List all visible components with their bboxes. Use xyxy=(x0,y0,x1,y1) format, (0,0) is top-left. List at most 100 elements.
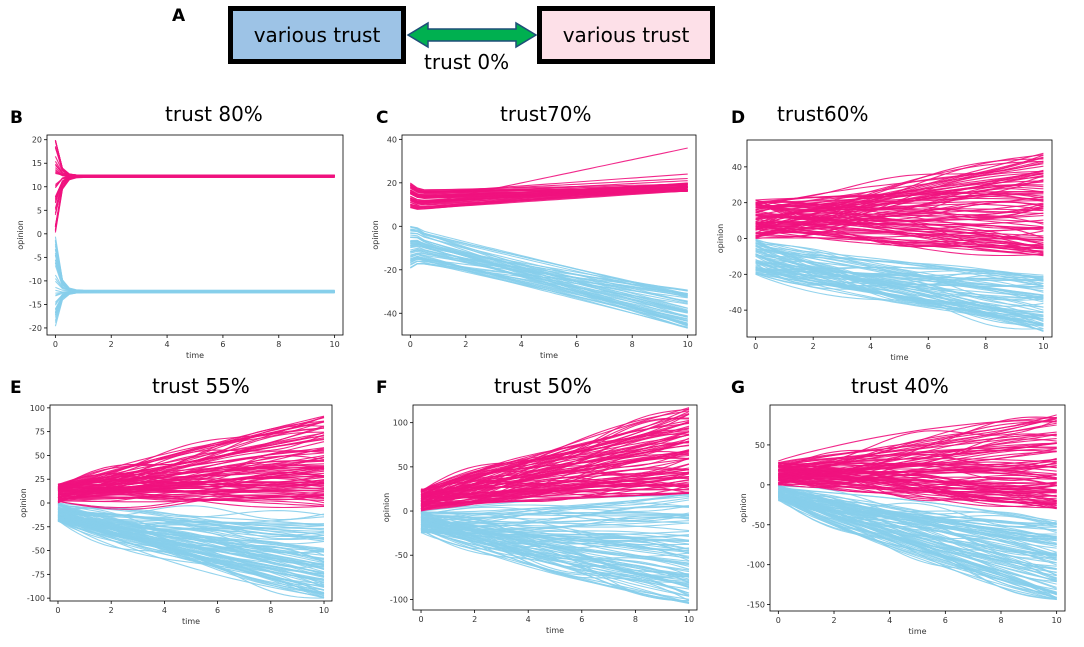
series-line xyxy=(57,516,325,595)
series-line xyxy=(778,476,1057,505)
series-line xyxy=(409,183,688,191)
series-line xyxy=(421,463,690,498)
panel-e-title: trust 55% xyxy=(152,374,250,398)
series-line xyxy=(755,240,1044,293)
y-tick-label: 0 xyxy=(737,235,742,244)
y-tick-label: -40 xyxy=(729,306,742,315)
y-tick-label: 20 xyxy=(32,136,42,145)
series-line xyxy=(57,415,325,492)
double-arrow-icon xyxy=(406,21,538,49)
series-line xyxy=(54,175,335,216)
series-line xyxy=(54,176,335,214)
series-line xyxy=(57,427,325,488)
series-line xyxy=(778,490,1057,527)
series-line xyxy=(54,291,335,310)
y-tick-label: 0 xyxy=(37,230,42,239)
series-line xyxy=(420,491,690,510)
series-line xyxy=(755,268,1044,278)
series-line xyxy=(755,193,1044,221)
series-line xyxy=(420,515,690,562)
y-tick-label: -75 xyxy=(32,570,45,579)
series-line xyxy=(778,494,1057,526)
x-tick-label: 0 xyxy=(55,606,60,615)
x-tick-label: 8 xyxy=(998,616,1003,625)
x-tick-label: 2 xyxy=(109,606,114,615)
series-line xyxy=(54,291,335,313)
y-tick-label: 25 xyxy=(35,475,45,484)
series-line xyxy=(755,249,1044,287)
x-tick-label: 6 xyxy=(926,342,931,351)
x-tick-label: 8 xyxy=(276,340,281,349)
series-line xyxy=(755,160,1044,212)
y-tick-label: 100 xyxy=(393,419,408,428)
series-line xyxy=(420,413,690,507)
series-blue xyxy=(57,502,325,599)
series-line xyxy=(54,245,335,292)
series-line xyxy=(54,146,335,177)
y-tick-label: -25 xyxy=(32,523,45,532)
y-tick-label: 0 xyxy=(40,499,45,508)
series-line xyxy=(54,292,335,323)
panel-d-title: trust60% xyxy=(777,102,869,126)
x-tick-label: 10 xyxy=(1038,342,1048,351)
series-line xyxy=(54,174,335,209)
series-line xyxy=(755,262,1044,288)
series-line xyxy=(755,203,1044,253)
series-blue xyxy=(420,493,690,605)
series-line xyxy=(755,267,1044,299)
y-tick-label: -100 xyxy=(747,561,765,570)
series-line xyxy=(54,176,335,198)
series-line xyxy=(420,433,689,496)
series-line xyxy=(54,139,335,178)
x-axis-label: time xyxy=(182,617,200,626)
x-tick-label: 8 xyxy=(633,615,638,624)
series-line xyxy=(778,416,1057,473)
series-line xyxy=(778,485,1057,580)
x-tick-label: 4 xyxy=(165,340,170,349)
series-line xyxy=(54,147,335,178)
series-line xyxy=(54,175,335,198)
series-line xyxy=(54,176,335,197)
series-line xyxy=(409,183,688,192)
x-tick-label: 6 xyxy=(579,615,584,624)
series-line xyxy=(55,176,335,185)
series-line xyxy=(54,175,335,227)
series-line xyxy=(57,465,325,498)
series-line xyxy=(57,474,325,488)
series-line xyxy=(54,290,335,311)
series-line xyxy=(410,230,688,298)
y-axis-label: opinion xyxy=(16,220,25,249)
series-line xyxy=(778,475,1057,507)
series-line xyxy=(420,485,690,500)
series-line xyxy=(410,185,688,206)
plot-frame xyxy=(49,404,333,602)
series-line xyxy=(420,476,690,501)
series-line xyxy=(778,419,1057,465)
series-line xyxy=(54,259,335,293)
series-line xyxy=(54,176,335,233)
y-tick-label: 20 xyxy=(732,199,742,208)
series-line xyxy=(57,507,325,532)
y-tick-label: 15 xyxy=(32,159,42,168)
x-tick-label: 6 xyxy=(220,340,225,349)
series-line xyxy=(410,260,688,297)
series-blue xyxy=(410,225,688,329)
series-line xyxy=(420,453,689,512)
series-line xyxy=(54,290,335,310)
series-line xyxy=(410,240,688,318)
series-line xyxy=(778,424,1057,465)
panel-c-title: trust70% xyxy=(500,102,592,126)
y-tick-label: -15 xyxy=(29,300,42,309)
series-line xyxy=(54,175,335,231)
series-line xyxy=(54,290,335,306)
y-tick-label: -40 xyxy=(384,309,397,318)
series-line xyxy=(57,519,325,580)
y-tick-label: 50 xyxy=(755,441,765,450)
y-tick-label: 0 xyxy=(760,481,765,490)
series-line xyxy=(755,204,1044,215)
series-line xyxy=(778,492,1057,599)
series-line xyxy=(54,161,335,177)
y-axis-label: opinion xyxy=(716,224,725,253)
series-line xyxy=(57,516,325,525)
y-tick-label: -20 xyxy=(29,324,42,333)
